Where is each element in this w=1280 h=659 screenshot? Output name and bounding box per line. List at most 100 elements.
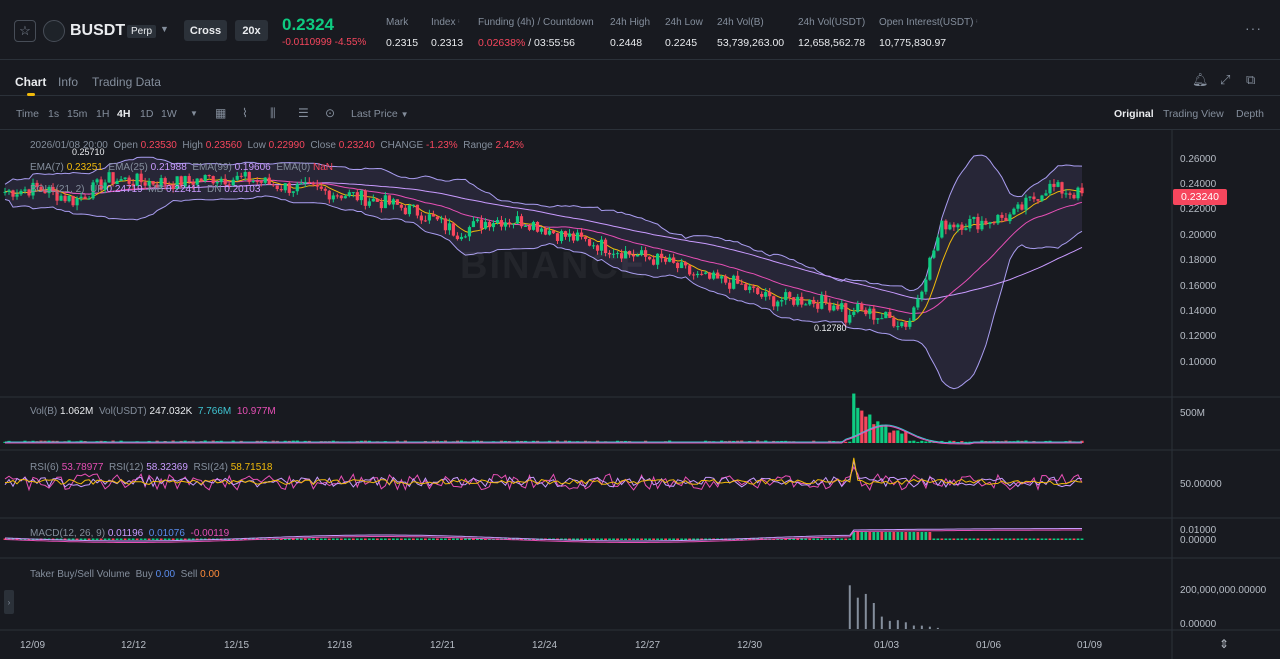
- interval-1h[interactable]: 1H: [96, 108, 110, 120]
- macd-histogram-bar: [888, 532, 892, 540]
- macd-histogram-bar: [460, 538, 463, 540]
- macd-histogram-bar: [199, 538, 203, 540]
- macd-histogram-bar: [656, 538, 660, 540]
- favorite-star-icon[interactable]: ☆: [14, 20, 36, 42]
- candle-body: [199, 178, 203, 182]
- symbol-title[interactable]: BUSDT: [70, 22, 126, 39]
- candle-body: [515, 216, 520, 224]
- price-axis-label: 0.26000: [1180, 154, 1217, 165]
- macd-histogram-bar: [127, 538, 131, 540]
- tab-info[interactable]: Info: [58, 75, 79, 89]
- candle-body: [796, 296, 800, 305]
- macd-histogram-bar: [19, 538, 23, 540]
- view-depth[interactable]: Depth: [1236, 108, 1265, 120]
- candle-body: [151, 181, 155, 185]
- drawing-tools-icon[interactable]: ⊙: [325, 106, 336, 120]
- macd-histogram-bar: [588, 538, 591, 540]
- candle-body: [475, 219, 480, 222]
- macd-histogram-bar: [692, 538, 696, 540]
- candle-body: [3, 191, 7, 193]
- stat-index[interactable]: Index ⁱ 0.2313: [431, 17, 464, 49]
- macd-histogram-bar: [836, 538, 840, 540]
- interval-1w[interactable]: 1W: [161, 108, 177, 120]
- candle-body: [335, 195, 339, 197]
- candle-body: [652, 259, 656, 265]
- candle-body: [259, 181, 263, 183]
- candle-body: [263, 177, 267, 183]
- interval-time[interactable]: Time: [16, 108, 39, 120]
- macd-histogram-bar: [936, 538, 940, 540]
- macd-histogram-bar: [87, 538, 91, 540]
- macd-histogram-bar: [403, 538, 407, 540]
- tab-chart[interactable]: Chart: [15, 75, 47, 89]
- indicators-icon[interactable]: ⌇: [242, 106, 248, 120]
- candle-body: [23, 189, 27, 191]
- candle-body: [403, 207, 407, 215]
- macd-histogram-bar: [327, 538, 331, 540]
- candle-body: [1052, 183, 1056, 187]
- interval-dropdown-icon[interactable]: ▼: [190, 109, 198, 118]
- macd-histogram-bar: [968, 538, 972, 540]
- candle-body: [1000, 214, 1004, 218]
- view-trading-view[interactable]: Trading View: [1163, 108, 1224, 120]
- symbol-dropdown-icon[interactable]: ▼: [160, 24, 169, 34]
- price-chart[interactable]: [0, 130, 1280, 659]
- interval-15m[interactable]: 15m: [67, 108, 88, 120]
- candle-body: [712, 272, 716, 279]
- candle-body: [656, 253, 660, 265]
- macd-histogram-bar: [1048, 538, 1052, 540]
- candle-body: [315, 184, 319, 187]
- taker-axis-label: 0.00000: [1180, 619, 1217, 630]
- interval-1d[interactable]: 1D: [140, 108, 154, 120]
- macd-histogram-bar: [103, 538, 107, 540]
- boll-legend: BOLL(21, 2) UP 0.24719 MB 0.22411 DN 0.2…: [30, 184, 261, 195]
- settings-sliders-icon[interactable]: ☰: [298, 106, 309, 120]
- price-type-select[interactable]: Last Price ▼: [351, 108, 409, 120]
- expand-panel-icon[interactable]: ›: [4, 590, 14, 614]
- candle-body: [39, 186, 43, 190]
- alert-bell-icon[interactable]: 🔔︎: [1192, 72, 1209, 87]
- macd-histogram-bar: [307, 538, 311, 540]
- view-original[interactable]: Original: [1114, 108, 1154, 120]
- candle-body: [539, 228, 544, 232]
- stat-open-interest[interactable]: Open Interest(USDT) ⁱ 10,775,830.97: [879, 17, 978, 49]
- margin-mode-button[interactable]: Cross: [184, 20, 227, 41]
- macd-dea-line: [4, 529, 1082, 543]
- fullscreen-icon[interactable]: ⤢: [1220, 72, 1231, 87]
- macd-histogram-bar: [572, 538, 575, 540]
- candle-body: [63, 195, 67, 202]
- macd-histogram-bar: [203, 538, 207, 540]
- macd-histogram-bar: [628, 538, 631, 540]
- macd-histogram-bar: [287, 538, 291, 540]
- time-axis-label: 12/21: [430, 640, 456, 651]
- macd-histogram-bar: [423, 538, 427, 540]
- macd-histogram-bar: [1064, 538, 1068, 540]
- candle-body: [47, 187, 51, 194]
- popout-icon[interactable]: ⧉: [1246, 72, 1256, 87]
- leverage-button[interactable]: 20x: [235, 20, 268, 41]
- macd-histogram-bar: [480, 538, 483, 540]
- macd-histogram-bar: [948, 538, 952, 540]
- macd-histogram-bar: [868, 532, 872, 540]
- candle-body: [964, 228, 968, 230]
- candle-body: [87, 198, 91, 200]
- rsi-lines: [4, 457, 1083, 492]
- macd-histogram-bar: [664, 538, 668, 540]
- more-options-icon[interactable]: ···: [1245, 20, 1262, 36]
- candle-body: [91, 182, 95, 199]
- chart-type-icon[interactable]: ⫼: [270, 106, 276, 120]
- candle-body: [323, 188, 327, 191]
- candle-body: [1044, 193, 1048, 196]
- macd-histogram-bar: [900, 532, 904, 540]
- volume-bar: [848, 441, 852, 443]
- scale-toggle-icon[interactable]: ⇕: [1219, 637, 1230, 651]
- calendar-icon[interactable]: ▦: [215, 106, 227, 120]
- interval-1s[interactable]: 1s: [48, 108, 60, 120]
- price-axis-label: 0.12000: [1180, 331, 1217, 342]
- candle-body: [415, 204, 419, 216]
- volume-bar: [852, 393, 856, 443]
- macd-histogram-bar: [984, 538, 988, 540]
- interval-4h[interactable]: 4H: [117, 108, 131, 120]
- candle-body: [900, 322, 904, 327]
- tab-trading-data[interactable]: Trading Data: [92, 75, 161, 89]
